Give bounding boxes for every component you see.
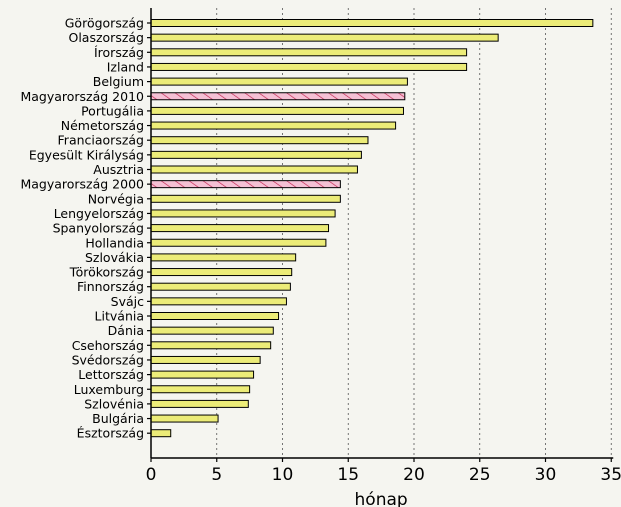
- bar: [150, 399, 249, 408]
- bar: [150, 370, 255, 379]
- category-label: Franciaország: [58, 133, 144, 148]
- category-label: Írország: [94, 45, 144, 60]
- category-label: Lengyelország: [54, 206, 144, 221]
- x-tick-label: 0: [146, 465, 157, 485]
- bar: [150, 150, 362, 159]
- category-label: Ausztria: [93, 162, 144, 177]
- x-tick-label: 30: [535, 465, 557, 485]
- bar: [150, 385, 251, 394]
- category-label: Görögország: [65, 16, 144, 31]
- bar: [150, 268, 293, 277]
- category-label: Belgium: [93, 74, 144, 89]
- category-label: Svédország: [72, 352, 144, 367]
- bar: [150, 62, 468, 71]
- bar: [150, 326, 274, 335]
- category-label: Szlovákia: [85, 250, 144, 265]
- category-label: Norvégia: [88, 191, 144, 206]
- bar: [150, 33, 499, 42]
- bar: [150, 341, 272, 350]
- category-label: Izland: [107, 59, 144, 74]
- category-label: Hollandia: [85, 235, 144, 250]
- x-tick-label: 35: [600, 465, 621, 485]
- category-label: Szlovénia: [84, 396, 144, 411]
- category-label: Dánia: [108, 323, 144, 338]
- bar: [150, 224, 330, 233]
- category-label: Egyesült Királyság: [29, 147, 144, 162]
- category-label: Svájc: [111, 294, 144, 309]
- category-label: Finnország: [77, 279, 144, 294]
- bar: [150, 414, 219, 423]
- category-label: Olaszország: [68, 30, 144, 45]
- bar: [150, 136, 369, 145]
- bar-highlighted: [150, 92, 406, 101]
- bars: [150, 19, 594, 438]
- x-tick-label: 5: [211, 465, 222, 485]
- category-label: Litvánia: [95, 309, 144, 324]
- x-tick-label: 10: [272, 465, 294, 485]
- category-label: Észtország: [77, 426, 144, 441]
- x-tick-label: 25: [469, 465, 491, 485]
- category-label: Luxemburg: [74, 382, 144, 397]
- bar: [150, 209, 336, 218]
- category-label: Németország: [61, 118, 144, 133]
- category-label: Törökország: [69, 265, 144, 280]
- bar: [150, 19, 594, 27]
- bar: [150, 48, 468, 57]
- bar: [150, 194, 341, 203]
- category-label: Magyarország 2000: [20, 177, 144, 192]
- category-label: Bulgária: [92, 411, 144, 426]
- bar: [150, 106, 404, 115]
- axes: [150, 8, 614, 459]
- bar: [150, 238, 327, 247]
- bar: [150, 253, 297, 262]
- category-label: Magyarország 2010: [20, 89, 144, 104]
- category-label: Spanyolország: [53, 221, 144, 236]
- bar: [150, 121, 397, 130]
- x-tick-label: 20: [403, 465, 425, 485]
- grid-lines: [216, 8, 612, 458]
- x-tick-labels: 0 5 10 15 20 25 30 35: [146, 458, 621, 485]
- bar: [150, 297, 287, 306]
- bar: [150, 429, 172, 438]
- x-tick-label: 15: [337, 465, 359, 485]
- category-label: Portugália: [81, 103, 144, 118]
- bar-highlighted: [150, 180, 341, 189]
- x-axis-title: hónap: [355, 490, 408, 507]
- bar: [150, 165, 358, 174]
- bar: [150, 282, 291, 291]
- category-labels: GörögországOlaszországÍrországIzlandBelg…: [20, 16, 151, 441]
- category-label: Lettország: [78, 367, 144, 382]
- bar: [150, 312, 280, 320]
- bar: [150, 355, 261, 364]
- bar: [150, 77, 408, 86]
- category-label: Csehország: [72, 338, 144, 353]
